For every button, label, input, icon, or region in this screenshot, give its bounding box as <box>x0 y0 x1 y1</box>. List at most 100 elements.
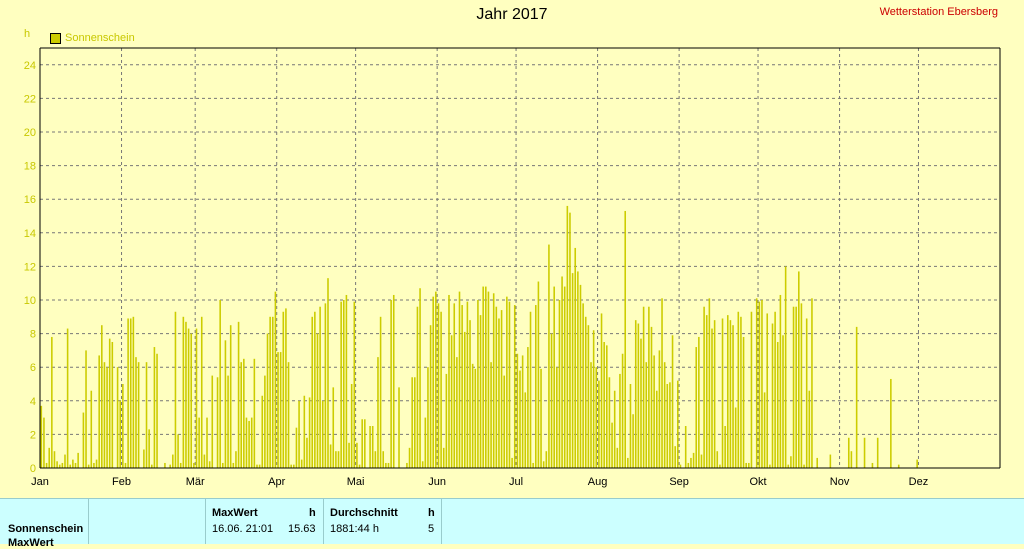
bar <box>532 462 534 468</box>
bar <box>185 321 187 468</box>
x-tick-label: Jun <box>428 476 446 488</box>
bar <box>519 370 521 468</box>
bar <box>69 464 72 468</box>
bar <box>290 464 292 468</box>
bar <box>800 303 803 468</box>
bar <box>190 333 193 468</box>
bar <box>206 417 208 468</box>
bar <box>569 212 571 468</box>
bar <box>779 294 782 468</box>
bar <box>645 362 648 468</box>
bar <box>613 390 616 468</box>
bar <box>611 422 613 468</box>
bar <box>256 464 258 468</box>
bar <box>692 452 695 468</box>
bar <box>61 462 64 468</box>
bar <box>193 462 195 468</box>
bar <box>782 335 784 468</box>
bar <box>132 316 135 468</box>
bar <box>43 417 45 468</box>
bar <box>421 461 424 468</box>
bar <box>716 451 719 468</box>
bar <box>755 298 758 468</box>
bar <box>579 284 582 468</box>
bar <box>353 301 356 468</box>
bar <box>269 316 271 468</box>
durchschnitt-unit: h <box>428 507 435 519</box>
x-tick-label: Nov <box>830 476 850 488</box>
y-tick-label: 16 <box>24 194 36 206</box>
bar <box>571 273 574 468</box>
bar <box>711 328 713 468</box>
maxwert-value: 15.63 <box>288 523 316 535</box>
bar <box>500 310 503 468</box>
bar <box>224 340 227 468</box>
bar <box>303 395 306 468</box>
bar <box>111 342 114 468</box>
bar <box>737 311 740 468</box>
bar <box>411 377 413 468</box>
bar <box>45 462 48 468</box>
row-label-sonnenschein: Sonnenschein <box>8 523 84 535</box>
bar <box>164 462 166 468</box>
bar <box>729 320 732 468</box>
bar <box>116 367 119 468</box>
bar <box>232 462 235 468</box>
bar <box>274 291 277 468</box>
bar <box>771 323 774 468</box>
bar <box>679 464 682 468</box>
bar <box>847 437 850 468</box>
bar <box>229 325 232 468</box>
bar <box>200 316 203 468</box>
bar <box>87 464 90 468</box>
bar <box>469 320 471 468</box>
bar <box>150 464 153 468</box>
bar <box>129 318 132 468</box>
bar <box>51 336 53 468</box>
bar <box>208 461 211 468</box>
bar <box>435 291 437 468</box>
bar <box>695 347 698 468</box>
bar <box>890 378 892 468</box>
bar <box>574 247 577 468</box>
bar <box>508 301 511 468</box>
bar <box>337 451 340 468</box>
bar <box>740 316 742 468</box>
bar <box>211 375 214 468</box>
bar <box>358 464 361 468</box>
y-tick-label: 4 <box>30 396 36 408</box>
y-tick-label: 2 <box>30 429 36 441</box>
bar <box>379 316 382 468</box>
bar <box>245 417 248 468</box>
bar <box>498 318 500 468</box>
bar <box>795 306 797 468</box>
bar <box>40 405 43 468</box>
bar <box>503 375 506 468</box>
bar <box>98 355 100 468</box>
empty-column <box>89 499 206 544</box>
bar <box>790 456 792 468</box>
maxwert-column: MaxWert h 16.06. 21:01 15.63 <box>206 499 324 544</box>
bar <box>137 362 140 468</box>
bar <box>629 384 632 468</box>
bar <box>279 352 282 468</box>
bar <box>829 454 832 468</box>
bar <box>556 367 558 468</box>
bar <box>584 316 587 468</box>
bar <box>179 462 182 468</box>
bar <box>566 205 569 469</box>
bar <box>805 318 808 468</box>
bar <box>606 345 608 468</box>
bar <box>653 355 655 468</box>
bar <box>119 400 122 468</box>
bar <box>287 362 290 468</box>
x-tick-label: Jan <box>31 476 49 488</box>
x-tick-label: Aug <box>588 476 608 488</box>
bar <box>487 291 490 468</box>
bar <box>321 400 324 468</box>
bar <box>563 286 566 468</box>
bar <box>66 328 69 468</box>
bar <box>658 350 661 468</box>
x-tick-label: Okt <box>749 476 766 488</box>
